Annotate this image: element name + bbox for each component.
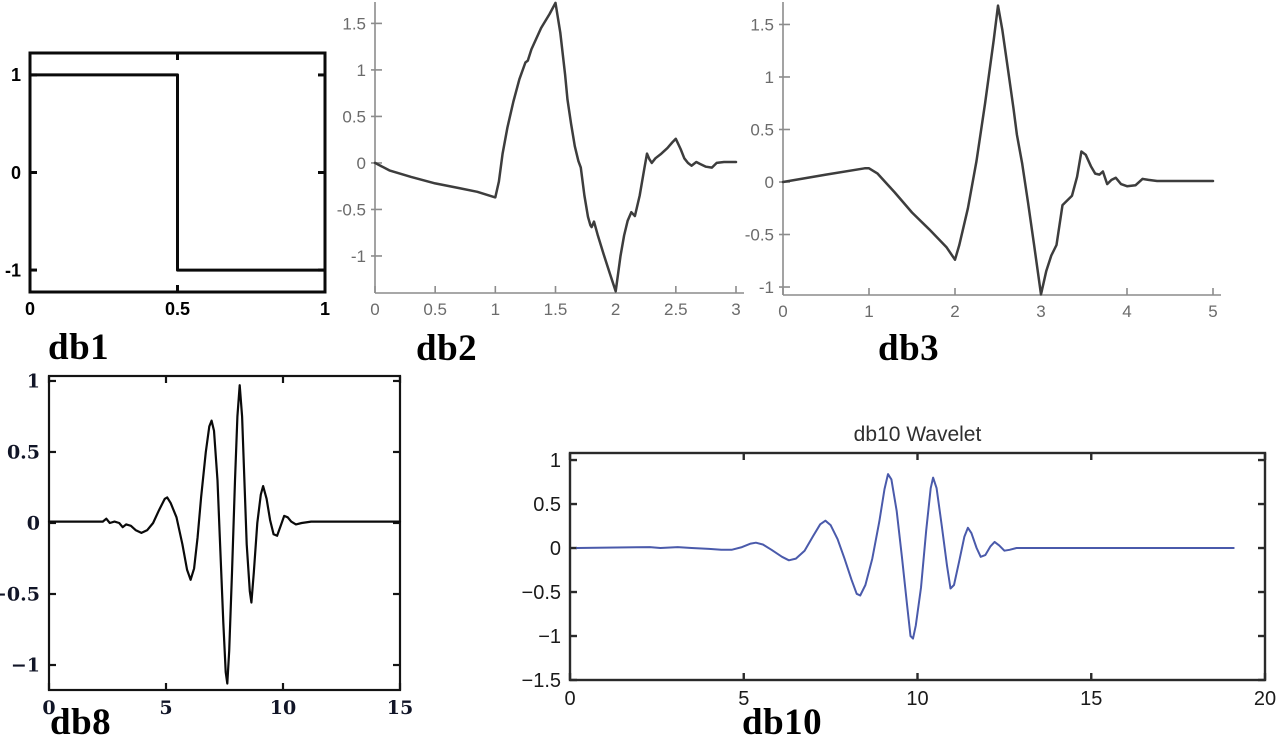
db1-y-tick-label: 0: [11, 163, 21, 183]
db3-wavelet-curve: [781, 4, 1215, 296]
db1-x-tick-label: 0: [25, 299, 35, 319]
db10-wavelet-curve: [576, 473, 1235, 640]
db3-y-tick-label: 0.5: [750, 120, 774, 139]
db3-x-tick-label: 1: [864, 302, 873, 321]
db10-y-tick-label: −1: [538, 626, 561, 648]
db3-x-tick-label: 2: [950, 302, 959, 321]
db2-y-tick-label: 1.5: [342, 14, 366, 33]
db3-x-tick-label: 5: [1208, 302, 1217, 321]
db2-wavelet-curve: [373, 1, 738, 293]
db1-x-tick-label: 1: [320, 299, 330, 319]
db1-x-tick-label: 0.5: [165, 299, 190, 319]
db10-y-tick-label: −1.5: [522, 670, 561, 692]
db2-x-tick-label: 1.5: [544, 300, 568, 319]
db10-x-tick-label: 20: [1254, 688, 1276, 710]
db3-y-tick-label: -1: [759, 278, 774, 297]
db1-wavelet-curve: [28, 73, 327, 272]
db2-y-tick-label: -0.5: [337, 200, 366, 219]
db2-y-tick-label: 0.5: [342, 107, 366, 126]
db2-y-tick-label: -1: [351, 247, 366, 266]
db10-caption: db10: [742, 702, 823, 743]
db10-x-tick-label: 15: [1080, 688, 1102, 710]
db10-title: db10 Wavelet: [854, 423, 982, 446]
db3-caption: db3: [878, 328, 940, 369]
db10-y-tick-label: −0.5: [522, 582, 561, 604]
db8-x-tick-label: 10: [270, 697, 296, 719]
db3-x-tick-label: 3: [1036, 302, 1045, 321]
db2-x-tick-label: 0: [370, 300, 379, 319]
db2-x-tick-label: 2.5: [664, 300, 688, 319]
db2-x-tick-label: 0.5: [423, 300, 447, 319]
db2-x-tick-label: 3: [731, 300, 740, 319]
db3-y-tick-label: 0: [765, 173, 774, 192]
db8-wavelet-curve: [47, 384, 402, 685]
db8-caption: db8: [50, 702, 112, 743]
db2-x-tick-label: 1: [491, 300, 500, 319]
db3-y-tick-label: -0.5: [745, 225, 774, 244]
db8-y-tick-label: 1: [27, 371, 40, 393]
db8-y-tick-label: −1: [11, 655, 40, 677]
db3-y-tick-label: 1.5: [750, 15, 774, 34]
db10-frame: [568, 451, 1267, 682]
db3-y-tick-label: 1: [765, 68, 774, 87]
db8-y-tick-label: 0: [27, 513, 40, 535]
db2-caption: db2: [416, 328, 478, 369]
db2-y-tick-label: 1: [357, 61, 366, 80]
db2-x-tick-label: 2: [611, 300, 620, 319]
db1-y-tick-label: 1: [11, 65, 21, 85]
db3-x-tick-label: 0: [778, 302, 787, 321]
db8-frame: [47, 374, 402, 692]
db1-caption: db1: [48, 327, 110, 368]
db3-x-tick-label: 4: [1122, 302, 1131, 321]
db8-x-tick-label: 15: [387, 697, 413, 719]
db8-x-tick-label: 5: [159, 697, 172, 719]
db10-x-tick-label: 10: [906, 688, 928, 710]
db1-y-tick-label: -1: [5, 260, 21, 280]
db10-y-tick-label: 0.5: [533, 494, 561, 516]
db10-y-tick-label: 1: [550, 450, 561, 472]
db8-y-tick-label: −0.5: [0, 584, 40, 606]
db1-frame: [28, 51, 327, 294]
db2-y-tick-label: 0: [357, 154, 366, 173]
db8-y-tick-label: 0.5: [7, 442, 40, 464]
db10-y-tick-label: 0: [550, 538, 561, 560]
db10-x-tick-label: 0: [564, 688, 575, 710]
